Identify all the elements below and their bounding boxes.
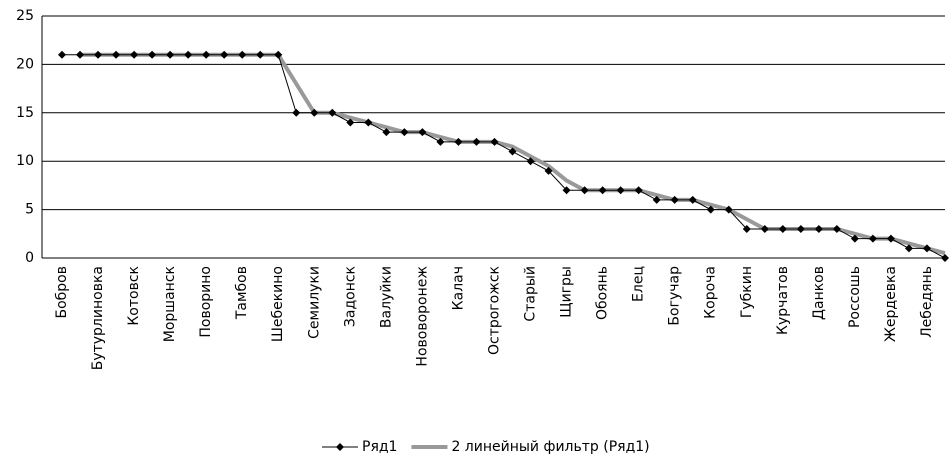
x-tick-label: Валуйки bbox=[378, 266, 394, 328]
point-marker bbox=[904, 244, 913, 253]
point-marker bbox=[688, 195, 697, 204]
x-tick-label: Старый bbox=[523, 266, 539, 322]
point-marker bbox=[76, 50, 85, 59]
point-marker bbox=[652, 195, 661, 204]
point-marker bbox=[346, 118, 355, 127]
x-tick-label: Жердевка bbox=[883, 266, 899, 342]
point-marker bbox=[310, 108, 319, 117]
x-tick-label: Курчатов bbox=[775, 266, 791, 335]
x-tick-label: Шебекино bbox=[270, 266, 286, 342]
x-tick-label: Губкин bbox=[739, 266, 755, 318]
point-marker bbox=[868, 234, 877, 243]
point-marker bbox=[436, 137, 445, 146]
point-marker bbox=[94, 50, 103, 59]
x-tick-label: Острогожск bbox=[486, 266, 502, 355]
point-marker bbox=[184, 50, 193, 59]
x-tick-label: Моршанск bbox=[162, 266, 178, 342]
point-marker bbox=[148, 50, 157, 59]
x-tick-label: Щигры bbox=[559, 266, 575, 318]
point-marker bbox=[382, 128, 391, 137]
point-marker bbox=[454, 137, 463, 146]
x-tick-label: Богучар bbox=[667, 266, 683, 326]
y-tick-label: 20 bbox=[16, 56, 34, 72]
point-marker bbox=[670, 195, 679, 204]
point-marker bbox=[202, 50, 211, 59]
point-marker bbox=[724, 205, 733, 214]
legend-label: 2 линейный фильтр (Ряд1) bbox=[451, 439, 649, 455]
point-marker bbox=[58, 50, 66, 59]
x-tick-label: Лебедянь bbox=[919, 266, 935, 338]
point-marker bbox=[941, 254, 949, 262]
point-marker bbox=[220, 50, 229, 59]
y-tick-label: 10 bbox=[16, 153, 34, 169]
point-marker bbox=[850, 234, 859, 243]
point-marker bbox=[256, 50, 265, 59]
point-marker bbox=[796, 224, 805, 233]
legend-marker bbox=[336, 443, 344, 451]
point-marker bbox=[778, 224, 787, 233]
point-marker bbox=[364, 118, 373, 127]
point-marker bbox=[166, 50, 175, 59]
x-tick-label: Задонск bbox=[342, 266, 358, 327]
point-marker bbox=[418, 128, 427, 137]
x-tick-label: Бутурлиновка bbox=[90, 266, 106, 370]
y-tick-label: 25 bbox=[16, 8, 34, 24]
legend-label: Ряд1 bbox=[362, 439, 397, 455]
x-tick-label: Семилуки bbox=[306, 266, 322, 339]
point-marker bbox=[616, 186, 625, 195]
x-tick-label: Короча bbox=[703, 266, 719, 319]
point-marker bbox=[598, 186, 607, 195]
point-marker bbox=[328, 108, 337, 117]
x-tick-label: Бобров bbox=[54, 266, 70, 319]
x-tick-label: Данков bbox=[811, 266, 827, 320]
point-marker bbox=[238, 50, 247, 59]
x-tick-label: Россошь bbox=[847, 266, 863, 328]
point-marker bbox=[472, 137, 481, 146]
x-tick-label: Нововоронеж bbox=[414, 266, 430, 367]
point-marker bbox=[922, 244, 931, 253]
point-marker bbox=[832, 224, 841, 233]
x-tick-label: Поворино bbox=[198, 266, 214, 338]
x-tick-label: Калач bbox=[450, 266, 466, 310]
point-marker bbox=[274, 50, 283, 59]
x-tick-label: Котовск bbox=[126, 266, 142, 326]
point-marker bbox=[400, 128, 409, 137]
point-marker bbox=[706, 205, 715, 214]
point-marker bbox=[526, 157, 535, 166]
point-marker bbox=[886, 234, 895, 243]
x-tick-label: Елец bbox=[631, 266, 647, 302]
point-marker bbox=[742, 224, 751, 233]
point-marker bbox=[580, 186, 589, 195]
point-marker bbox=[490, 137, 499, 146]
point-marker bbox=[562, 186, 571, 195]
point-marker bbox=[760, 224, 769, 233]
point-marker bbox=[112, 50, 121, 59]
point-marker bbox=[292, 108, 301, 117]
y-tick-label: 0 bbox=[25, 250, 34, 266]
x-tick-label: Обоянь bbox=[595, 266, 611, 320]
point-marker bbox=[634, 186, 643, 195]
point-marker bbox=[130, 50, 139, 59]
y-tick-label: 15 bbox=[16, 105, 34, 121]
point-marker bbox=[544, 166, 553, 175]
x-tick-label: Тамбов bbox=[234, 266, 250, 320]
y-tick-label: 5 bbox=[25, 202, 34, 218]
point-marker bbox=[814, 224, 823, 233]
point-marker bbox=[508, 147, 517, 156]
